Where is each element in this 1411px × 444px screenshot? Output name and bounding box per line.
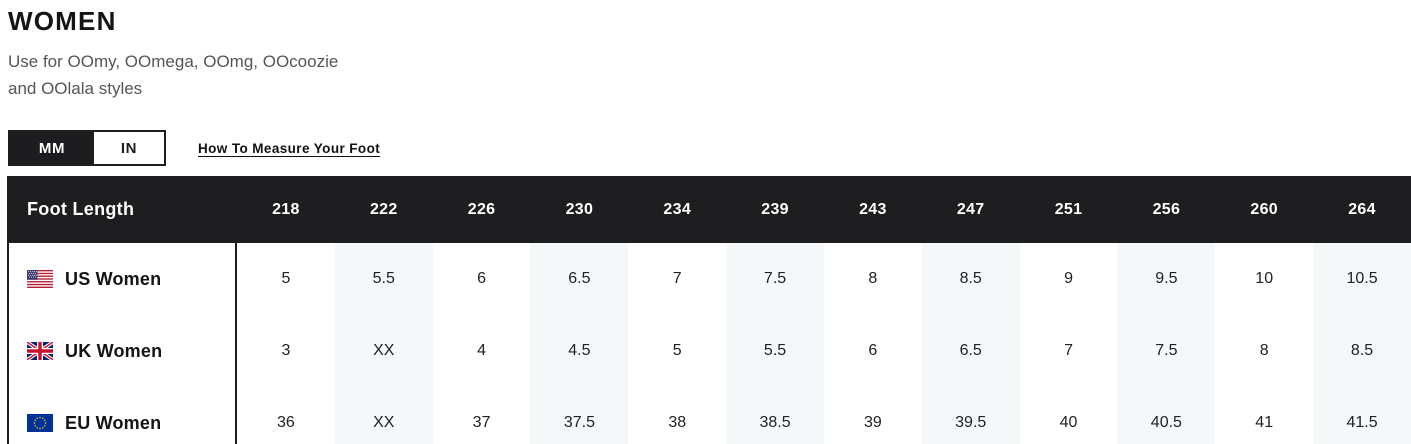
unit-toggle-mm[interactable]: MM: [10, 132, 94, 164]
unit-controls: MM IN How To Measure Your Foot: [8, 130, 380, 166]
size-cell: XX: [334, 387, 433, 444]
row-label-text: UK Women: [65, 340, 163, 361]
table-header-row: Foot Length 218 222 226 230 234 239 243 …: [9, 176, 1411, 243]
page-title: WOMEN: [8, 6, 117, 36]
size-cell: 38: [628, 387, 727, 444]
row-label-uk-women: UK Women: [9, 315, 237, 387]
size-cell: 8.5: [1313, 315, 1411, 387]
foot-length-value: 226: [467, 200, 496, 218]
foot-length-value: 247: [956, 200, 985, 218]
page-subtitle: Use for OOmy, OOmega, OOmg, OOcoozie and…: [8, 48, 338, 102]
table-header-foot-length: Foot Length: [27, 199, 135, 219]
foot-length-value: 243: [859, 200, 887, 218]
size-cell: 6.5: [921, 315, 1020, 387]
unit-toggle: MM IN: [8, 130, 166, 166]
size-cell: 37.5: [530, 387, 629, 444]
size-cell: 3: [237, 315, 335, 387]
row-label-text: EU Women: [65, 412, 162, 433]
size-cell: 9.5: [1117, 243, 1216, 315]
size-cell: 4: [432, 315, 531, 387]
size-cell: 37: [432, 387, 531, 444]
size-cell: 9: [1019, 243, 1118, 315]
size-cell: 36: [237, 387, 335, 444]
size-cell: 40: [1019, 387, 1118, 444]
row-label-eu-women: EU Women: [9, 387, 237, 444]
foot-length-value: 218: [272, 200, 300, 218]
size-cell: XX: [334, 315, 433, 387]
foot-length-value: 230: [565, 200, 594, 218]
unit-toggle-in[interactable]: IN: [94, 132, 164, 164]
table-row-eu-women: EU Women 36 XX 37 37.5 38 38.5 39 39.5 4…: [9, 387, 1411, 444]
foot-length-value: 256: [1152, 200, 1181, 218]
table-row-uk-women: UK Women 3 XX 4 4.5 5 5.5 6 6.5 7 7.5 8 …: [9, 315, 1411, 387]
size-cell: 4.5: [530, 315, 629, 387]
foot-length-value: 260: [1250, 200, 1278, 218]
size-cell: 7: [1019, 315, 1118, 387]
uk-flag-icon: [27, 342, 53, 360]
size-cell: 41: [1215, 387, 1314, 444]
size-cell: 39: [823, 387, 922, 444]
size-cell: 41.5: [1313, 387, 1411, 444]
size-cell: 6: [823, 315, 922, 387]
foot-length-value: 239: [761, 200, 789, 218]
row-label-text: US Women: [65, 268, 162, 289]
foot-length-value: 234: [663, 200, 692, 218]
size-cell: 39.5: [921, 387, 1020, 444]
size-cell: 7.5: [726, 243, 824, 315]
size-cell: 40.5: [1117, 387, 1216, 444]
subtitle-line-1: Use for OOmy, OOmega, OOmg, OOcoozie: [8, 52, 339, 71]
subtitle-line-2: and OOlala styles: [8, 79, 143, 98]
size-cell: 6: [432, 243, 531, 315]
size-cell: 10: [1215, 243, 1314, 315]
size-cell: 10.5: [1313, 243, 1411, 315]
how-to-measure-link[interactable]: How To Measure Your Foot: [198, 140, 381, 156]
size-cell: 7.5: [1117, 315, 1216, 387]
size-cell: 8.5: [921, 243, 1020, 315]
eu-flag-icon: [27, 414, 53, 432]
us-flag-icon: [27, 270, 53, 288]
size-cell: 6.5: [530, 243, 629, 315]
size-cell: 8: [823, 243, 922, 315]
size-cell: 38.5: [726, 387, 824, 444]
foot-length-value: 251: [1054, 200, 1083, 218]
size-table: Foot Length 218 222 226 230 234 239 243 …: [7, 176, 1411, 444]
size-cell: 5.5: [726, 315, 824, 387]
size-cell: 5.5: [334, 243, 433, 315]
row-label-us-women: US Women: [9, 243, 237, 315]
size-cell: 5: [628, 315, 727, 387]
foot-length-value: 222: [369, 200, 398, 218]
size-cell: 8: [1215, 315, 1314, 387]
table-row-us-women: US Women 5 5.5 6 6.5 7 7.5 8 8.5 9 9.5 1…: [9, 243, 1411, 315]
foot-length-value: 264: [1348, 200, 1376, 218]
size-cell: 5: [237, 243, 335, 315]
size-cell: 7: [628, 243, 727, 315]
